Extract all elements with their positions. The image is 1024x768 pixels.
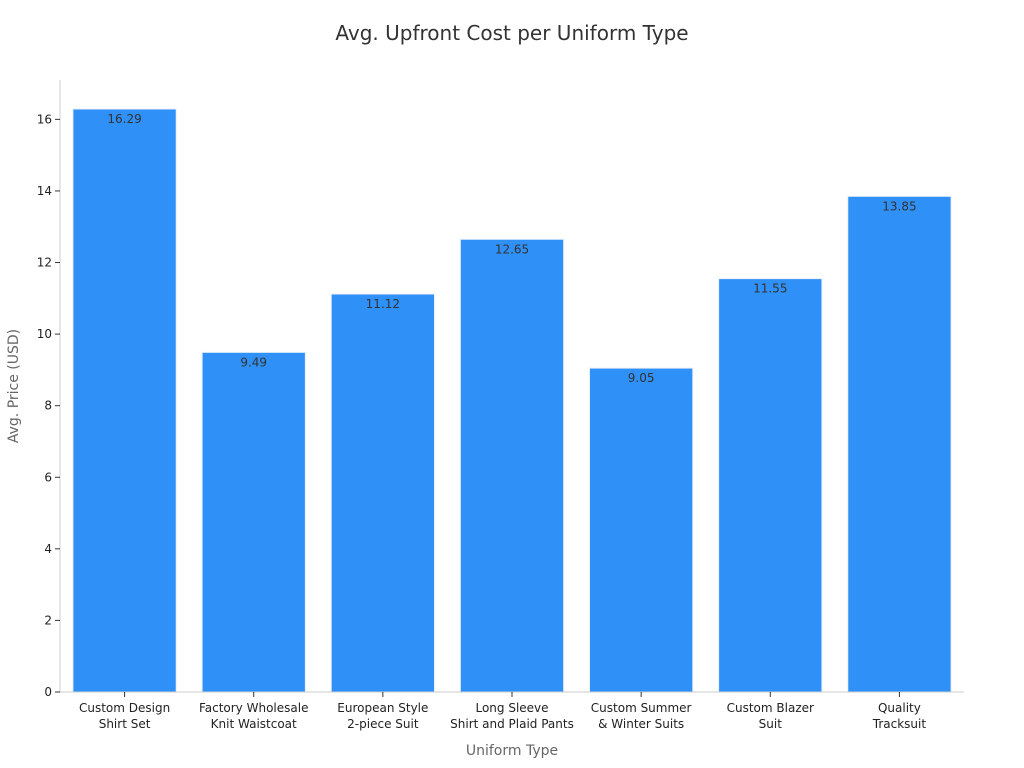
bar [330, 293, 436, 693]
y-axis-ticks: 0 2 4 6 8 10 12 14 16 [37, 112, 60, 699]
y-tick-label: 14 [37, 184, 52, 198]
chart-title: Avg. Upfront Cost per Uniform Type [335, 21, 688, 45]
x-axis-ticks: Custom Design Shirt Set Factory Wholesale K… [79, 692, 926, 731]
bar-value-label: 11.55 [753, 282, 787, 296]
bar-value-label: 9.05 [628, 371, 655, 385]
bar [459, 238, 565, 693]
y-tick-label: 12 [37, 256, 52, 270]
bar [588, 367, 694, 693]
bar-value-label: 9.49 [240, 355, 267, 369]
x-tick-label: Custom Summer & Winter Suits [591, 701, 692, 731]
bar-value-label: 11.12 [366, 297, 400, 311]
y-tick-label: 8 [44, 399, 52, 413]
y-tick-label: 6 [44, 470, 52, 484]
bar-value-label: 12.65 [495, 242, 529, 256]
y-tick-label: 0 [44, 685, 52, 699]
x-axis-label: Uniform Type [466, 743, 558, 759]
y-tick-label: 2 [44, 613, 52, 627]
x-tick-label: Quality Tracksuit [872, 701, 927, 731]
bar [718, 278, 823, 693]
bar-value-label: 13.85 [882, 199, 916, 213]
y-tick-label: 16 [37, 112, 52, 126]
plot-area: 16.29 9.49 11.12 12.65 9.05 11.55 13.85 [72, 108, 952, 693]
x-tick-label: Custom Blazer Suit [727, 701, 814, 731]
x-tick-label: Factory Wholesale Knit Waistcoat [199, 701, 309, 731]
y-axis-label: Avg. Price (USD) [6, 329, 22, 443]
bar [72, 108, 177, 693]
x-tick-label: Custom Design Shirt Set [79, 701, 170, 731]
y-tick-label: 10 [37, 327, 52, 341]
x-tick-label: Long Sleeve Shirt and Plaid Pants [450, 701, 574, 731]
y-tick-label: 4 [44, 542, 52, 556]
bar [201, 351, 306, 693]
bar [847, 195, 952, 693]
bar-value-label: 16.29 [107, 112, 141, 126]
x-tick-label: European Style 2-piece Suit [337, 701, 428, 731]
